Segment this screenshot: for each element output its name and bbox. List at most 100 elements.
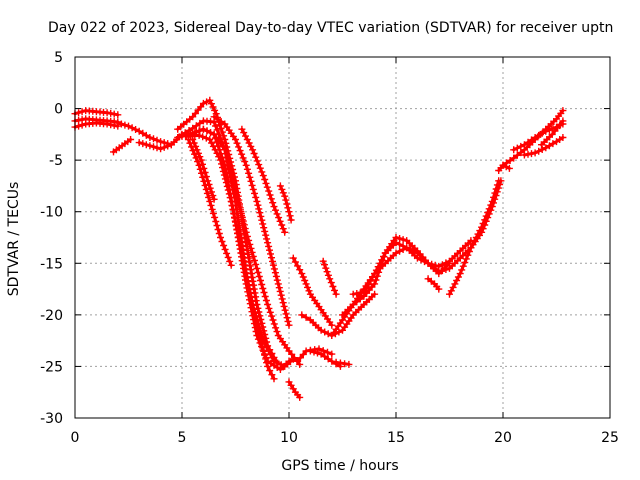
data-point-marker <box>268 254 275 262</box>
data-point-marker <box>462 255 470 263</box>
data-point-marker <box>326 275 334 283</box>
data-point-marker <box>305 287 313 295</box>
data-point-marker <box>362 285 370 292</box>
data-point-marker <box>283 314 291 322</box>
data-point-marker <box>247 177 255 185</box>
data-point-marker <box>559 134 567 141</box>
data-point-marker <box>278 221 286 229</box>
data-point-marker <box>459 262 467 270</box>
data-point-marker <box>248 297 256 305</box>
data-point-marker <box>199 99 207 107</box>
data-point-marker <box>487 206 495 214</box>
data-point-marker <box>241 225 249 233</box>
data-point-marker <box>195 127 203 135</box>
data-point-marker <box>243 232 251 240</box>
data-point-marker <box>75 116 83 124</box>
data-point-marker <box>121 121 129 129</box>
data-point-marker <box>242 161 250 169</box>
data-point-marker <box>286 212 294 220</box>
data-point-marker <box>284 317 292 325</box>
data-point-marker <box>259 285 267 292</box>
series-track-3 <box>71 115 122 126</box>
data-point-marker <box>481 221 489 229</box>
data-point-marker <box>258 168 266 176</box>
data-point-marker <box>269 199 277 207</box>
data-point-marker <box>259 172 267 180</box>
x-tick-label: 5 <box>178 430 187 446</box>
series-track-29 <box>456 177 505 262</box>
data-point-marker <box>248 181 256 189</box>
data-point-marker <box>227 168 235 176</box>
data-point-marker <box>244 277 252 285</box>
data-point-marker <box>160 143 168 151</box>
data-point-marker <box>319 347 327 355</box>
data-point-marker <box>217 234 224 241</box>
data-point-marker <box>221 146 229 154</box>
data-point-marker <box>298 270 306 278</box>
data-point-marker <box>227 197 235 205</box>
data-point-marker <box>488 203 496 211</box>
data-point-marker <box>212 218 220 225</box>
series-track-13 <box>189 136 218 203</box>
data-point-marker <box>266 191 274 199</box>
data-point-marker <box>153 136 161 144</box>
data-point-marker <box>150 143 157 151</box>
data-point-marker <box>399 242 407 250</box>
data-point-marker <box>399 236 407 244</box>
data-point-marker <box>491 195 499 203</box>
data-point-marker <box>199 160 206 168</box>
data-point-marker <box>219 167 227 175</box>
data-point-marker <box>255 273 263 280</box>
data-point-marker <box>421 258 428 266</box>
data-point-marker <box>461 259 469 266</box>
data-point-marker <box>538 129 546 137</box>
data-point-marker <box>167 141 175 149</box>
data-point-marker <box>238 150 246 158</box>
data-point-marker <box>278 185 286 193</box>
data-point-marker <box>281 228 289 236</box>
data-point-marker <box>364 281 372 289</box>
data-point-marker <box>228 201 236 209</box>
data-point-marker <box>174 134 182 141</box>
data-point-marker <box>253 317 261 325</box>
data-point-marker <box>225 161 233 169</box>
data-point-marker <box>202 185 210 193</box>
data-point-marker <box>329 283 337 290</box>
data-point-marker <box>114 111 122 119</box>
series-track-34 <box>538 117 567 149</box>
data-point-marker <box>258 281 266 288</box>
data-point-marker <box>252 193 260 201</box>
data-point-marker <box>276 287 284 295</box>
data-point-marker <box>276 182 284 190</box>
data-point-marker <box>209 209 217 217</box>
data-point-marker <box>328 350 336 358</box>
data-point-marker <box>230 209 238 217</box>
data-point-marker <box>201 181 209 189</box>
data-point-marker <box>191 129 199 137</box>
data-point-marker <box>234 198 242 206</box>
data-point-marker <box>280 302 288 310</box>
data-point-marker <box>283 200 291 208</box>
data-point-marker <box>261 350 268 358</box>
data-point-marker <box>324 330 332 338</box>
data-point-marker <box>218 128 226 136</box>
data-point-marker <box>247 293 255 301</box>
data-point-marker <box>197 156 205 164</box>
data-point-marker <box>262 354 270 362</box>
data-point-marker <box>223 153 231 161</box>
data-point-marker <box>127 136 135 143</box>
data-point-marker <box>187 130 195 138</box>
data-point-marker <box>238 249 246 257</box>
data-point-marker <box>103 109 111 117</box>
data-point-marker <box>264 239 272 247</box>
data-point-marker <box>265 242 273 250</box>
data-point-marker <box>250 150 258 157</box>
data-point-marker <box>205 193 213 201</box>
data-point-marker <box>249 252 257 260</box>
data-point-marker <box>206 184 214 192</box>
data-point-marker <box>226 257 234 265</box>
data-point-marker <box>230 180 238 188</box>
data-point-marker <box>268 312 276 320</box>
data-point-marker <box>207 129 214 137</box>
